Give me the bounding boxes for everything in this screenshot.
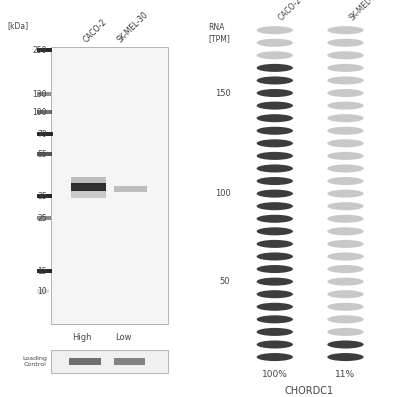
Text: SK-MEL-30: SK-MEL-30 (116, 10, 150, 45)
Bar (71, 183, 106, 191)
Ellipse shape (257, 341, 293, 349)
Text: 25: 25 (37, 214, 47, 223)
Text: 11%: 11% (336, 370, 356, 379)
Bar (36, 289, 49, 293)
Ellipse shape (327, 278, 364, 286)
Ellipse shape (327, 240, 364, 248)
Ellipse shape (327, 139, 364, 147)
Ellipse shape (257, 252, 293, 260)
Text: 55: 55 (37, 150, 47, 159)
Bar (71, 190, 106, 198)
Ellipse shape (257, 278, 293, 286)
Text: CHORDC1: CHORDC1 (284, 386, 334, 396)
Ellipse shape (327, 77, 364, 85)
Text: High: High (72, 333, 92, 342)
Text: 100: 100 (32, 108, 47, 117)
Ellipse shape (327, 227, 364, 235)
Ellipse shape (257, 227, 293, 235)
Ellipse shape (327, 114, 364, 122)
Text: [kDa]: [kDa] (8, 21, 29, 30)
Ellipse shape (327, 164, 364, 172)
Ellipse shape (257, 315, 293, 324)
Ellipse shape (257, 77, 293, 85)
Text: 35: 35 (37, 192, 47, 201)
Ellipse shape (257, 89, 293, 97)
Bar (36, 152, 52, 156)
Ellipse shape (257, 114, 293, 122)
Ellipse shape (257, 139, 293, 147)
Ellipse shape (257, 240, 293, 248)
Text: 70: 70 (37, 130, 47, 139)
Ellipse shape (327, 328, 364, 336)
Bar (36, 195, 52, 198)
Ellipse shape (327, 215, 364, 223)
Bar (114, 358, 145, 365)
Text: 100: 100 (215, 189, 230, 198)
Bar (71, 177, 106, 185)
Text: 10: 10 (37, 287, 47, 296)
Ellipse shape (327, 64, 364, 72)
Bar (52, 46, 168, 324)
Ellipse shape (327, 315, 364, 324)
Text: 15: 15 (37, 267, 47, 276)
Ellipse shape (257, 164, 293, 172)
Bar (52, 350, 168, 374)
Ellipse shape (257, 39, 293, 47)
Ellipse shape (257, 102, 293, 110)
Ellipse shape (257, 26, 293, 34)
Ellipse shape (257, 190, 293, 198)
Ellipse shape (327, 265, 364, 273)
Ellipse shape (327, 303, 364, 311)
Bar (36, 92, 50, 96)
Ellipse shape (257, 127, 293, 135)
Bar (69, 358, 101, 365)
Ellipse shape (257, 328, 293, 336)
Ellipse shape (327, 290, 364, 298)
Text: Loading
Control: Loading Control (22, 356, 47, 367)
Text: RNA
[TPM]: RNA [TPM] (208, 23, 230, 43)
Text: CACO-2: CACO-2 (82, 18, 109, 45)
Ellipse shape (257, 265, 293, 273)
Text: 130: 130 (32, 90, 47, 98)
Ellipse shape (327, 177, 364, 185)
Ellipse shape (257, 152, 293, 160)
Ellipse shape (327, 202, 364, 210)
Ellipse shape (327, 353, 364, 361)
Ellipse shape (327, 152, 364, 160)
Ellipse shape (257, 177, 293, 185)
Text: 150: 150 (215, 89, 230, 98)
Text: SK-MEL-30: SK-MEL-30 (348, 0, 382, 23)
Ellipse shape (327, 26, 364, 34)
Bar (36, 48, 52, 52)
Ellipse shape (327, 190, 364, 198)
Ellipse shape (327, 39, 364, 47)
Bar (36, 110, 52, 114)
Text: 100%: 100% (262, 370, 288, 379)
Ellipse shape (327, 51, 364, 59)
Ellipse shape (257, 64, 293, 72)
Ellipse shape (327, 89, 364, 97)
Text: Low: Low (115, 333, 131, 342)
Bar (36, 132, 53, 136)
Text: 50: 50 (220, 277, 230, 286)
Text: 250: 250 (32, 46, 47, 55)
Bar (36, 269, 52, 273)
Bar (36, 216, 50, 220)
Ellipse shape (257, 290, 293, 298)
Ellipse shape (257, 202, 293, 210)
Ellipse shape (327, 102, 364, 110)
Ellipse shape (257, 51, 293, 59)
Ellipse shape (327, 127, 364, 135)
Bar (114, 186, 147, 192)
Ellipse shape (257, 353, 293, 361)
Text: CACO-2: CACO-2 (277, 0, 304, 23)
Ellipse shape (327, 341, 364, 349)
Ellipse shape (327, 252, 364, 260)
Ellipse shape (257, 303, 293, 311)
Ellipse shape (257, 215, 293, 223)
